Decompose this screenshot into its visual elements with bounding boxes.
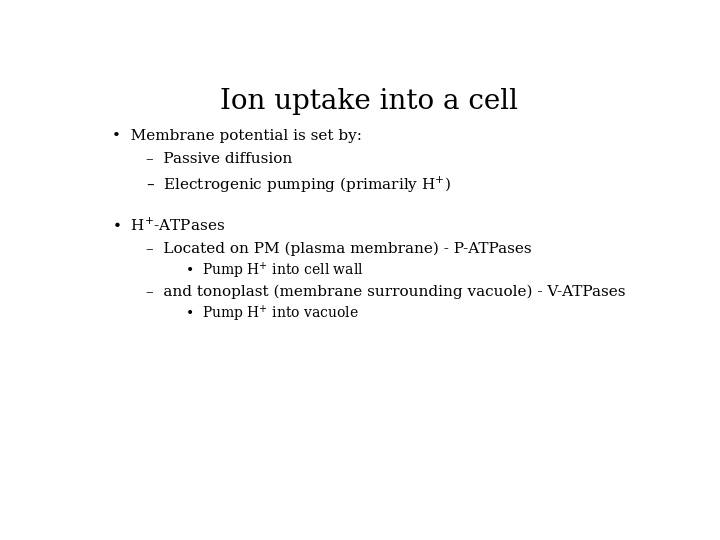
Text: –  Electrogenic pumping (primarily H$^{+}$): – Electrogenic pumping (primarily H$^{+}… [145, 175, 451, 195]
Text: Ion uptake into a cell: Ion uptake into a cell [220, 87, 518, 114]
Text: –  and tonoplast (membrane surrounding vacuole) - V-ATPases: – and tonoplast (membrane surrounding va… [145, 285, 625, 299]
Text: •  H$^{+}$-ATPases: • H$^{+}$-ATPases [112, 217, 225, 234]
Text: –  Located on PM (plasma membrane) - P-ATPases: – Located on PM (plasma membrane) - P-AT… [145, 241, 531, 256]
Text: •  Pump H$^{+}$ into vacuole: • Pump H$^{+}$ into vacuole [185, 304, 359, 324]
Text: –  Passive diffusion: – Passive diffusion [145, 152, 292, 166]
Text: •  Pump H$^{+}$ into cell wall: • Pump H$^{+}$ into cell wall [185, 261, 364, 281]
Text: •  Membrane potential is set by:: • Membrane potential is set by: [112, 129, 362, 143]
